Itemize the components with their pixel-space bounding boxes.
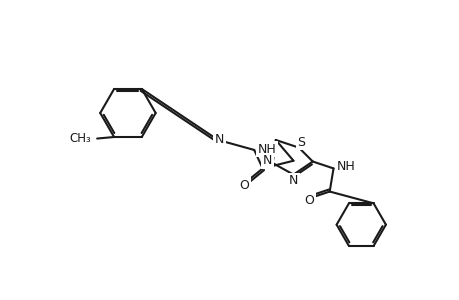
Text: N: N <box>214 134 224 146</box>
Text: N: N <box>288 174 297 187</box>
Text: N: N <box>262 154 271 167</box>
Text: S: S <box>297 136 304 149</box>
Text: O: O <box>304 194 314 206</box>
Text: NH: NH <box>336 160 355 173</box>
Text: CH₃: CH₃ <box>69 132 91 145</box>
Text: O: O <box>239 179 249 192</box>
Text: NH: NH <box>257 143 275 156</box>
